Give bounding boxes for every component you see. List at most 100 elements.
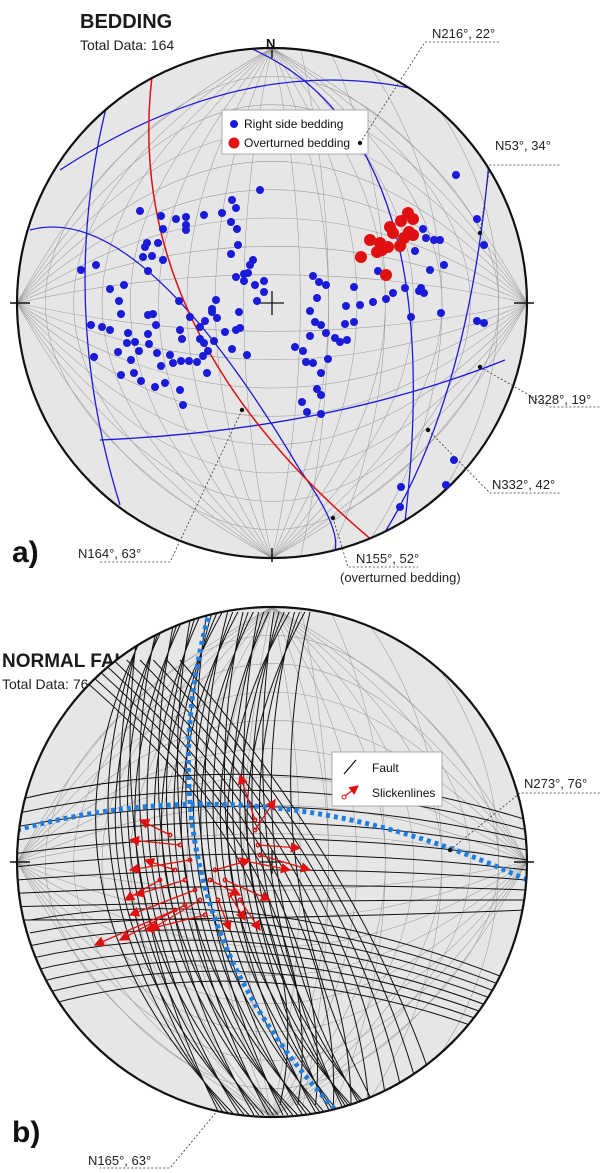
pole-right-side (213, 314, 221, 322)
fault-plane (262, 611, 347, 1116)
annotation-n273: N273°, 76° (524, 776, 587, 791)
grid-line (45, 48, 273, 558)
pole-right-side (201, 317, 209, 325)
pole-right-side (185, 357, 193, 365)
pole-right-side (236, 324, 244, 332)
annotation-n332: N332°, 42° (492, 477, 555, 492)
slickenline-arrow (259, 854, 312, 873)
slickenline-arrow (239, 899, 261, 932)
pole-right-side (480, 319, 488, 327)
grid-line (17, 104, 527, 304)
slickenline-arrow (93, 909, 176, 947)
grid-line (17, 302, 527, 332)
fault-plane (219, 611, 342, 1116)
grid-line (101, 48, 273, 558)
fault-plane (86, 659, 319, 1106)
pole-right-side (177, 357, 185, 365)
fault-plane (180, 611, 313, 1116)
pole-right-side (256, 186, 264, 194)
pole-right-side (176, 386, 184, 394)
fault-plane (290, 611, 381, 1116)
fault-plane (17, 853, 527, 871)
slickenline-arrow (224, 879, 272, 902)
pole-right-side (124, 329, 132, 337)
pole-right-side (159, 256, 167, 264)
grid-line (17, 217, 527, 304)
slickenline-arrow (128, 889, 196, 917)
fault-plane (17, 885, 527, 894)
pole-right-side (411, 247, 419, 255)
fault-plane (29, 970, 511, 1032)
panel-b-legend-box (331, 751, 443, 807)
slickenline-arrow (138, 819, 171, 836)
annotation-n216: N216°, 22° (432, 26, 495, 41)
pole-right-side (389, 289, 397, 297)
pole-overturned (395, 215, 407, 227)
pole-right-side (117, 371, 125, 379)
pole-right-side (420, 289, 428, 297)
panel-b-fault-planes (17, 611, 527, 1116)
legend-slickenline-marker (341, 794, 347, 800)
panel-b-annotation-dot (447, 847, 453, 853)
pole-overturned (402, 207, 414, 219)
slickenline-arrow (143, 857, 176, 871)
fault-plane (185, 611, 289, 1116)
grid-line (271, 607, 471, 1117)
pole-right-side (175, 297, 183, 305)
pole-right-side (313, 385, 321, 393)
pole-right-side (426, 266, 434, 274)
slickenline-origin (252, 827, 258, 833)
pole-right-side (159, 225, 167, 233)
grid-line (158, 48, 273, 558)
pole-right-side (77, 266, 85, 274)
pole-right-side (203, 369, 211, 377)
pole-right-side (315, 278, 323, 286)
mean-plane-n165 (185, 609, 347, 1117)
legend-fault-marker (343, 759, 357, 775)
fault-plane (270, 611, 366, 1116)
pole-right-side (317, 369, 325, 377)
pole-right-side (430, 236, 438, 244)
legend-right-side-label: Right side bedding (244, 117, 343, 131)
slickenline-origin (167, 832, 173, 838)
panel-a-label: a) (12, 536, 39, 569)
fault-plane (243, 611, 332, 1116)
grid-line (215, 607, 273, 1117)
slickenline-arrow (237, 773, 256, 821)
slickenline-arrow (128, 835, 181, 847)
pole-right-side (313, 294, 321, 302)
pole-right-side (137, 377, 145, 385)
pole-right-side (199, 352, 207, 360)
slickenline-arrow (148, 899, 201, 931)
panel-b-slickenlines (93, 773, 312, 947)
fault-plane (29, 950, 511, 1015)
slickenline-origin (222, 877, 228, 883)
grid-line (271, 607, 301, 1117)
pole-right-side (298, 398, 306, 406)
grid-line (17, 861, 527, 919)
legend-right-side-marker (230, 120, 238, 128)
pole-right-side (208, 308, 216, 316)
legend-slickenline-arrow (344, 785, 359, 797)
legend-fault-label: Fault (372, 761, 399, 775)
fault-plane (29, 908, 511, 981)
pole-right-side (141, 243, 149, 251)
slickenline-origin (215, 897, 221, 903)
pole-right-side (450, 456, 458, 464)
pole-right-side (473, 215, 481, 223)
pole-right-side (144, 330, 152, 338)
fault-plane (152, 659, 405, 1106)
panel-a-poles (77, 171, 488, 511)
legend-overturned-marker (228, 137, 240, 149)
pole-right-side (228, 345, 236, 353)
great-circle-n328 (99, 359, 506, 441)
grid-line (271, 607, 499, 1117)
pole-right-side (240, 277, 248, 285)
fault-plane (246, 611, 376, 1116)
pole-right-side (452, 171, 460, 179)
pole-right-side (149, 310, 157, 318)
grid-line (17, 861, 527, 1004)
slickenline-arrow (214, 857, 252, 871)
pole-right-side (243, 351, 251, 359)
